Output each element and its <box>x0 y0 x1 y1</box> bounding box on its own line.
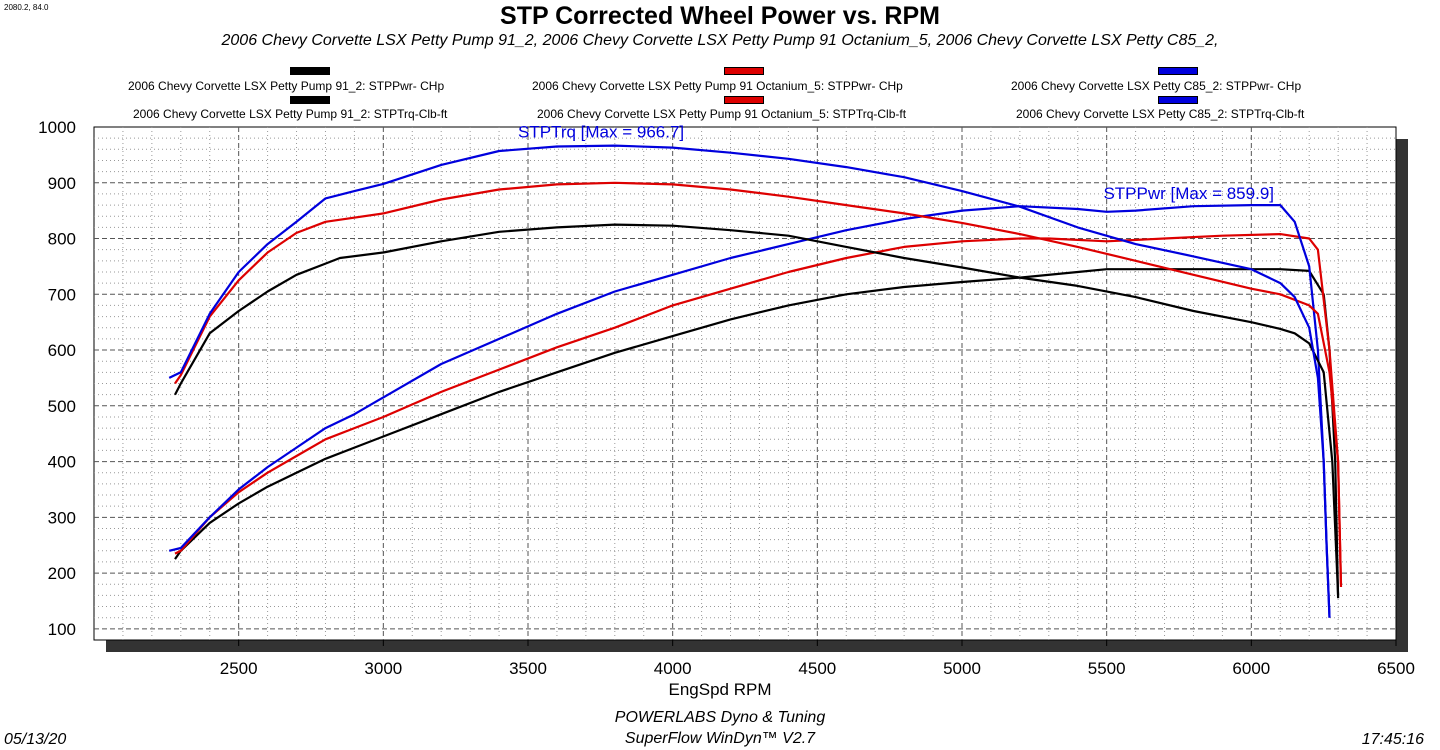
series-line <box>174 181 1343 585</box>
x-tick-label: 6000 <box>1232 659 1270 678</box>
series-line <box>168 204 1331 618</box>
y-tick-label: 800 <box>48 230 76 249</box>
max-annotation: STPPwr [Max = 859.9] <box>1103 184 1274 203</box>
footer-time: 17:45:16 <box>1361 731 1424 748</box>
legend-label: 2006 Chevy Corvette LSX Petty Pump 91 Oc… <box>537 107 907 121</box>
series-line <box>174 268 1340 599</box>
y-tick-label: 500 <box>48 397 76 416</box>
x-tick-label: 4000 <box>654 659 692 678</box>
legend-swatch <box>290 96 330 104</box>
series-line <box>168 144 1331 618</box>
chart-title: STP Corrected Wheel Power vs. RPM <box>500 2 940 30</box>
legend-label: 2006 Chevy Corvette LSX Petty Pump 91 Oc… <box>532 79 903 93</box>
footer-company: POWERLABS Dyno & Tuning <box>614 709 826 726</box>
corner-coordinate-readout: 2080.2, 84.0 <box>4 3 49 12</box>
legend-label: 2006 Chevy Corvette LSX Petty Pump 91_2:… <box>133 107 448 121</box>
chart-subtitle: 2006 Chevy Corvette LSX Petty Pump 91_2,… <box>221 32 1219 49</box>
x-tick-label: 3000 <box>364 659 402 678</box>
footer-date: 05/13/20 <box>4 731 67 748</box>
y-tick-label: 900 <box>48 174 76 193</box>
legend-swatch <box>1158 96 1198 104</box>
y-tick-label: 600 <box>48 341 76 360</box>
y-tick-label: 300 <box>48 508 76 527</box>
x-tick-label: 3500 <box>509 659 547 678</box>
x-tick-label: 4500 <box>798 659 836 678</box>
plot-frame <box>93 126 1397 641</box>
legend-label: 2006 Chevy Corvette LSX Petty Pump 91_2:… <box>128 79 445 93</box>
x-tick-label: 5000 <box>943 659 981 678</box>
x-tick-label: 5500 <box>1088 659 1126 678</box>
legend-label: 2006 Chevy Corvette LSX Petty C85_2: STP… <box>1011 79 1302 93</box>
legend-swatch <box>1158 67 1198 75</box>
legend-swatch <box>724 67 764 75</box>
x-tick-label: 6500 <box>1377 659 1415 678</box>
x-axis-label: EngSpd RPM <box>668 680 772 699</box>
x-tick-label: 2500 <box>220 659 258 678</box>
legend-swatch <box>724 96 764 104</box>
max-annotation: STPTrq [Max = 966.7] <box>518 123 684 142</box>
series-line <box>174 233 1343 588</box>
y-tick-label: 100 <box>48 620 76 639</box>
y-tick-label: 200 <box>48 564 76 583</box>
legend-label: 2006 Chevy Corvette LSX Petty C85_2: STP… <box>1016 107 1305 121</box>
footer-software: SuperFlow WinDyn™ V2.7 <box>624 730 816 747</box>
legend-swatch <box>290 67 330 75</box>
series-line <box>174 223 1340 596</box>
y-tick-label: 1000 <box>38 118 76 137</box>
y-tick-label: 400 <box>48 453 76 472</box>
y-tick-label: 700 <box>48 285 76 304</box>
